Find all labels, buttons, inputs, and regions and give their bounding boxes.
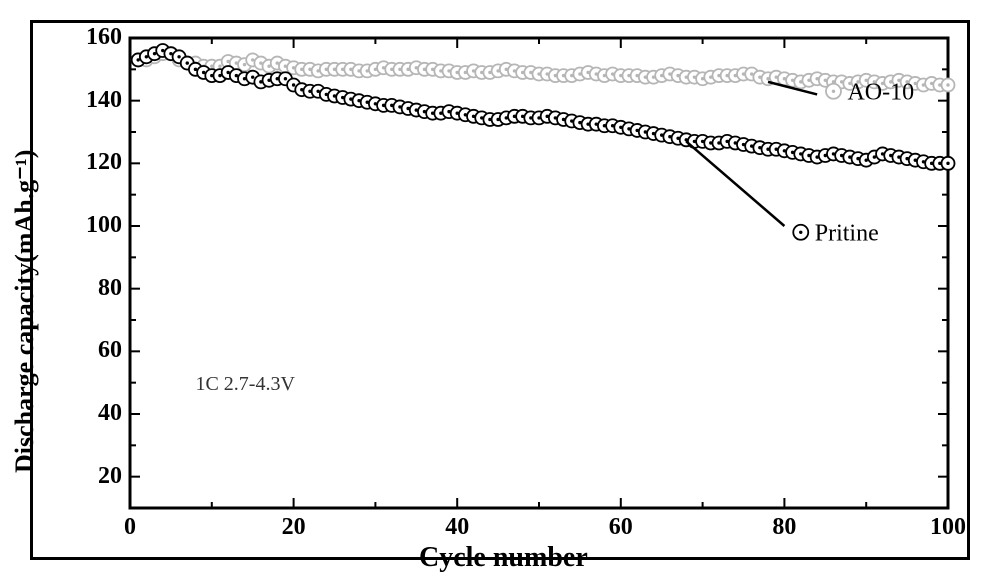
y-tick-label: 60 (98, 337, 122, 364)
svg-text:AO-10: AO-10 (847, 79, 914, 105)
x-tick-label: 40 (437, 514, 477, 541)
y-tick-label: 40 (98, 400, 122, 427)
y-tick-label: 20 (98, 463, 122, 490)
x-tick-label: 80 (764, 514, 804, 541)
y-tick-label: 160 (86, 24, 122, 51)
y-tick-label: 140 (86, 87, 122, 114)
svg-text:Pritine: Pritine (815, 220, 879, 246)
y-tick-label: 100 (86, 212, 122, 239)
y-tick-label: 80 (98, 275, 122, 302)
x-tick-label: 0 (110, 514, 150, 541)
x-tick-label: 60 (601, 514, 641, 541)
x-axis-label: Cycle number (419, 542, 588, 574)
y-tick-label: 120 (86, 149, 122, 176)
x-tick-label: 20 (274, 514, 314, 541)
y-axis-label: Discharge capacity(mAh.g⁻¹) (10, 150, 40, 473)
x-tick-label: 100 (928, 514, 968, 541)
annotation: 1C 2.7-4.3V (195, 373, 294, 396)
chart-plot: AO-10 Pritine (0, 0, 1000, 581)
